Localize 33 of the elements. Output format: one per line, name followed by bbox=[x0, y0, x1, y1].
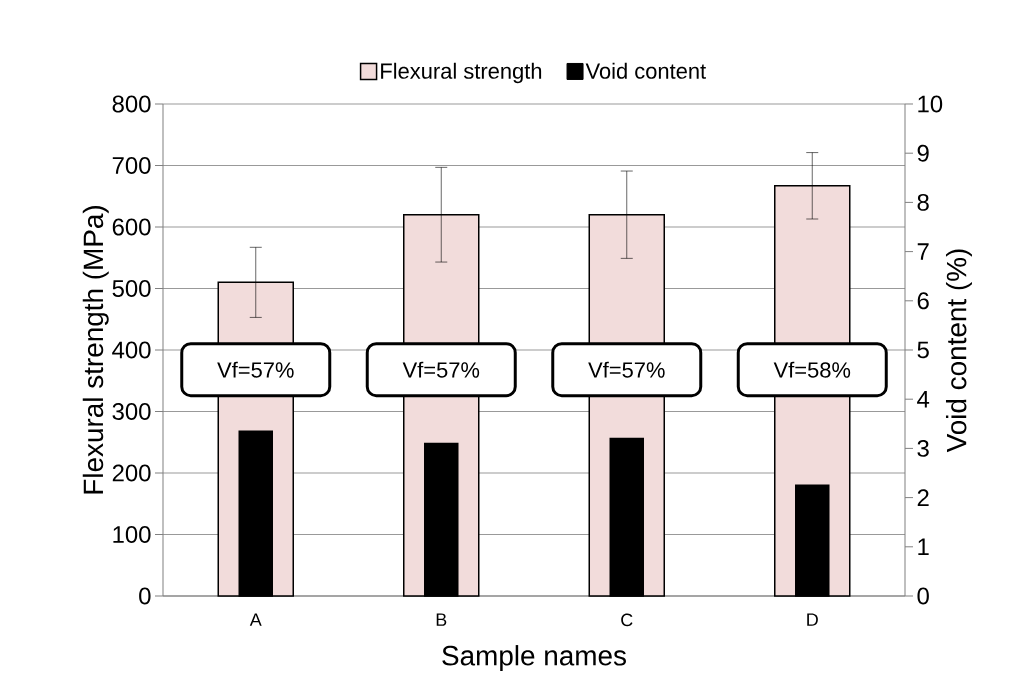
y2-tick-label: 3 bbox=[917, 439, 929, 457]
legend-label: Void content bbox=[585, 62, 706, 79]
y2-tick-label: 8 bbox=[917, 193, 929, 211]
x-axis-title: Sample names bbox=[442, 645, 626, 672]
y-tick-label: 200 bbox=[112, 464, 151, 482]
x-tick-label: C bbox=[621, 613, 633, 627]
y-tick-label: 400 bbox=[112, 341, 151, 359]
y2-tick-label: 2 bbox=[917, 489, 929, 506]
y-tick-label: 800 bbox=[112, 95, 151, 113]
x-tick-label: A bbox=[249, 613, 262, 626]
y2-tick-label: 4 bbox=[917, 390, 930, 408]
y2-tick-label: 1 bbox=[918, 538, 929, 556]
annotation: Vf=57% bbox=[588, 361, 665, 378]
y-tick-label: 700 bbox=[112, 157, 151, 174]
y-tick-label: 500 bbox=[112, 280, 151, 297]
y2-tick-label: 6 bbox=[917, 292, 929, 310]
y-tick-label: 300 bbox=[112, 403, 151, 420]
annotation: Vf=57% bbox=[402, 361, 480, 378]
y-tick-label: 600 bbox=[112, 218, 151, 236]
legend-label: Flexural strength bbox=[381, 62, 542, 84]
y-tick-label: 0 bbox=[139, 587, 151, 605]
y2-tick-label: 0 bbox=[917, 587, 929, 605]
x-tick-label: B bbox=[436, 613, 447, 626]
y2-tick-label: 9 bbox=[917, 144, 929, 162]
annotation: Vf=57% bbox=[217, 361, 294, 378]
y-axis-title: Flexural strength (MPa) bbox=[82, 206, 109, 494]
y2-tick-label: 5 bbox=[917, 341, 929, 359]
x-tick-label: D bbox=[807, 613, 818, 626]
y2-tick-label: 10 bbox=[918, 95, 943, 113]
annotation: Vf=58% bbox=[773, 361, 851, 378]
y-tick-label: 100 bbox=[113, 526, 151, 543]
y2-tick-label: 7 bbox=[917, 243, 929, 260]
y2-axis-title: Void content (%) bbox=[945, 249, 972, 453]
